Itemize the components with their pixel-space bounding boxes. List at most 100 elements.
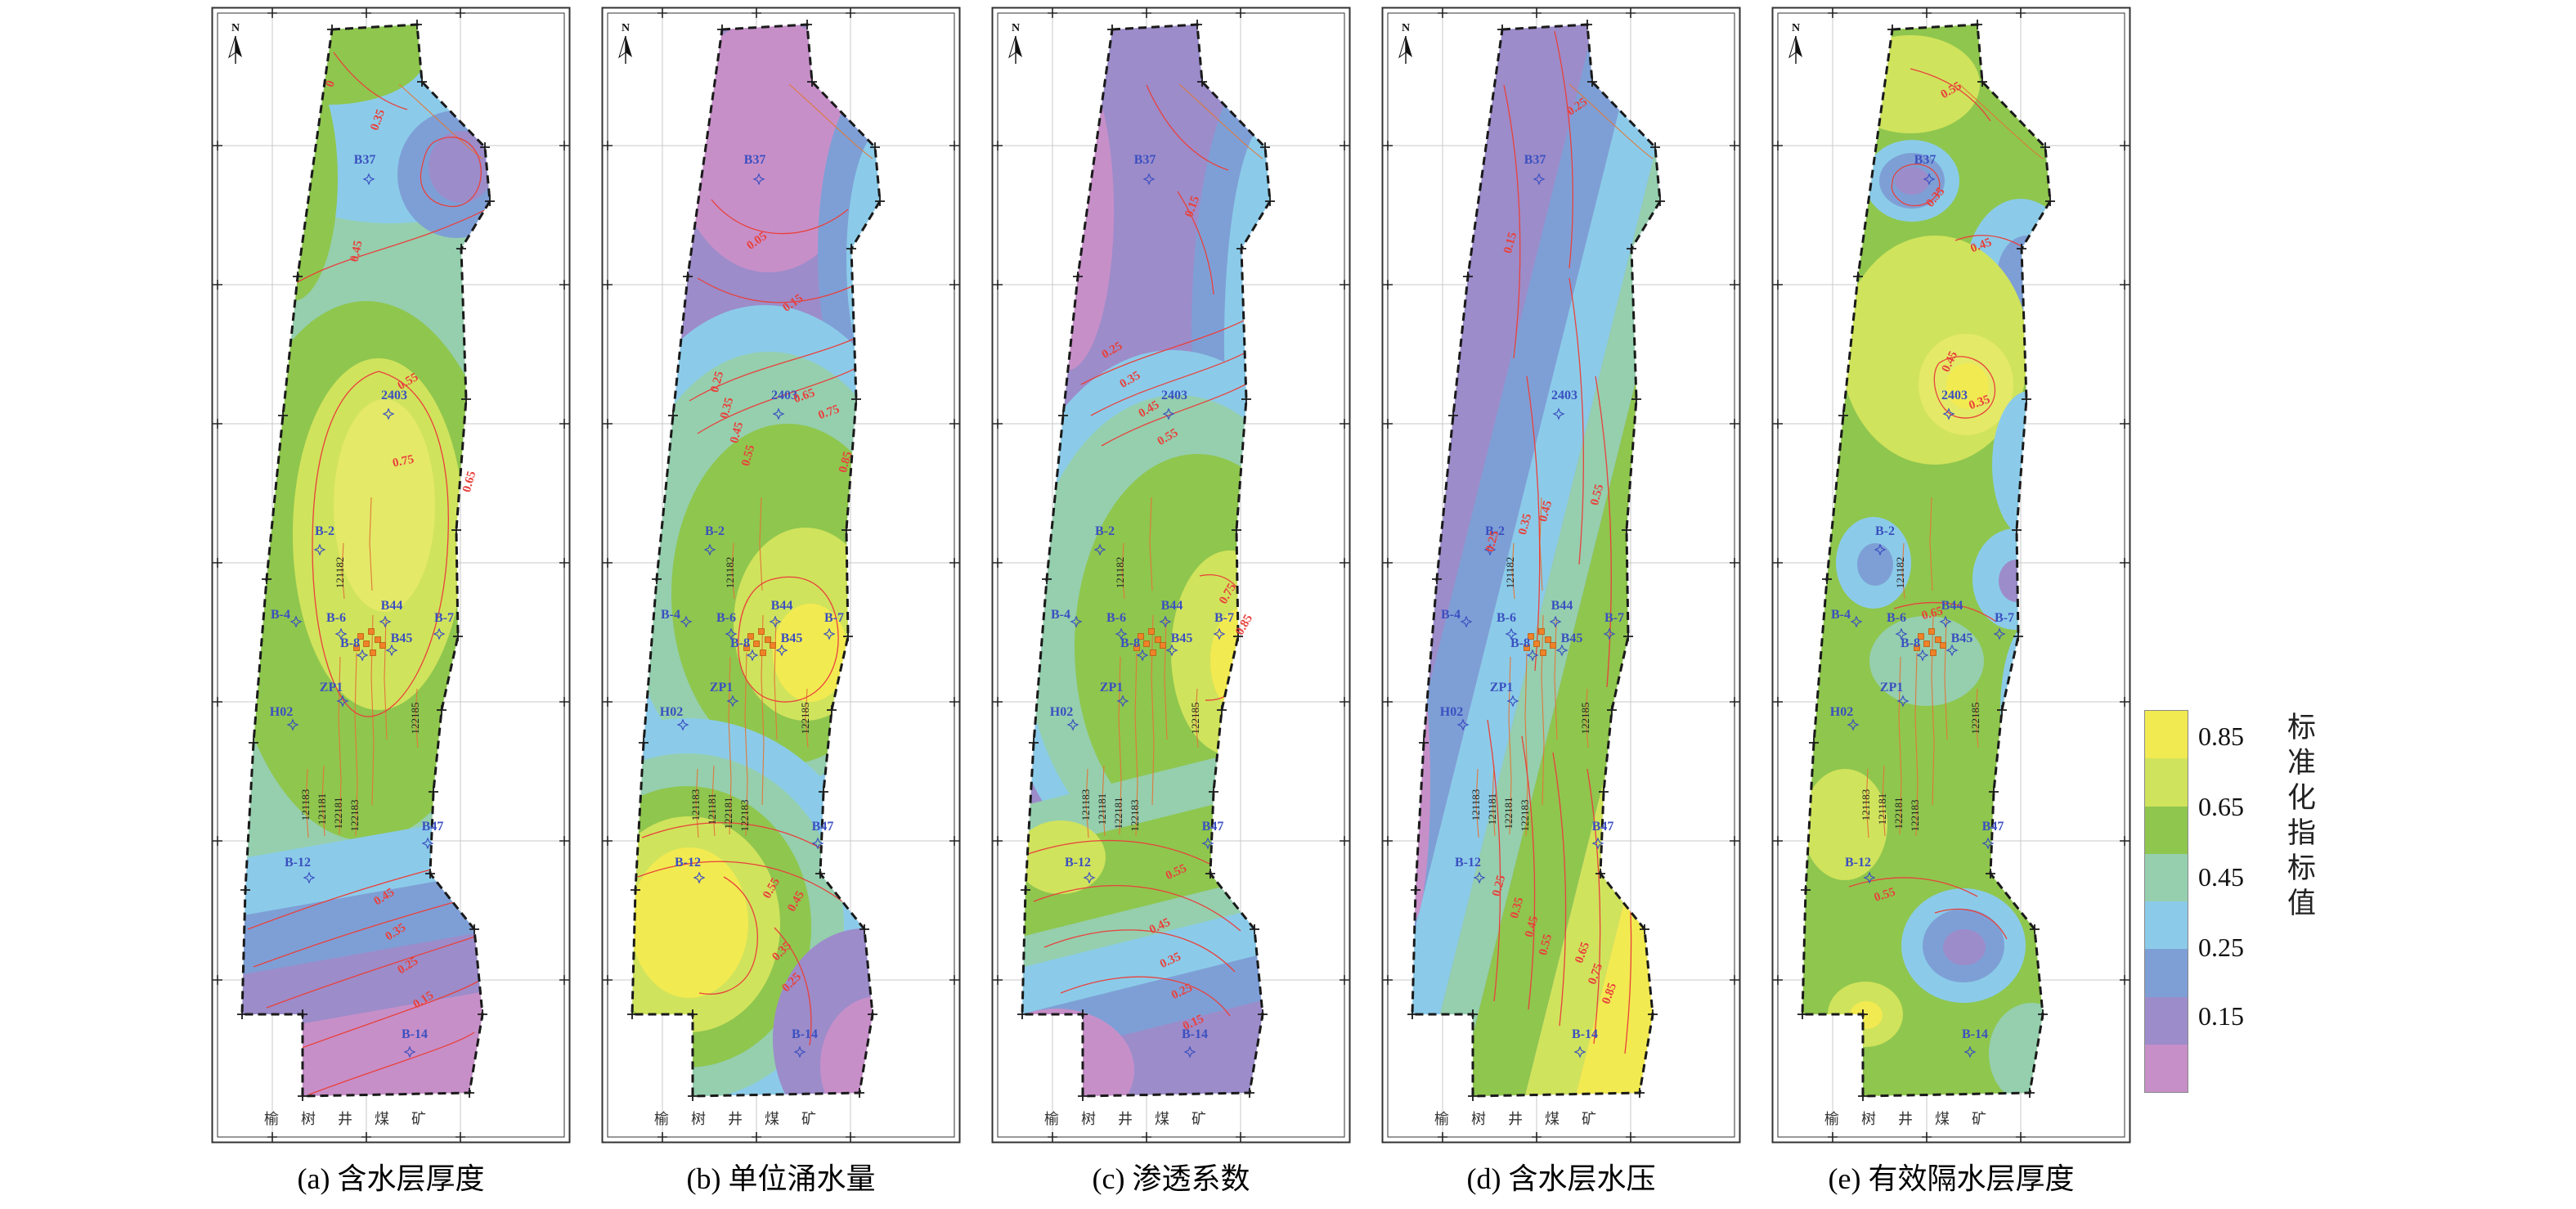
station-label: B-7: [1995, 611, 2014, 625]
map-frame-inner: [1777, 12, 2125, 1138]
station-label: H02: [270, 705, 293, 719]
survey-line-labels: 121182 122185 121183 121181 122181 122183: [1860, 557, 1981, 832]
contour-value-label: 0.55: [1537, 933, 1555, 956]
mine-name-char: 矿: [411, 1111, 426, 1127]
legend-color-band: [2145, 901, 2188, 950]
borehole-cluster: [353, 628, 386, 656]
survey-line-labels: 121182 122185 121183 121181 122181 122183: [1470, 557, 1591, 832]
survey-line-label: 122185: [1189, 703, 1201, 735]
contour-value-label: 0.65: [460, 470, 478, 493]
station-label: B-12: [1065, 856, 1091, 870]
frame-ticks: [213, 8, 569, 1142]
mine-name-char: 煤: [1155, 1111, 1169, 1127]
survey-line-label: 121181: [1096, 793, 1108, 825]
survey-line-label: 121182: [334, 557, 346, 589]
station-label: B-6: [1497, 611, 1516, 625]
station-label: 2403: [1551, 389, 1577, 402]
station-label: B-4: [271, 608, 290, 622]
map-frame-outer: [1381, 7, 1741, 1144]
mine-name-char: 井: [728, 1111, 743, 1127]
station-label: B-4: [1831, 608, 1851, 622]
frame-ticks: [993, 8, 1349, 1142]
borehole-cluster: [1133, 628, 1166, 656]
contour-value-label: 0.75: [392, 453, 415, 470]
survey-line-label: 122181: [722, 798, 734, 829]
station-label: B-2: [1485, 524, 1505, 538]
map-frame-inner: [997, 12, 1345, 1138]
legend-tick: 0.65: [2198, 792, 2244, 821]
station-label: H02: [1050, 705, 1073, 719]
boundary-survey-ticks: [237, 20, 495, 1101]
station-label: B-8: [1510, 636, 1530, 650]
station-label: B37: [744, 153, 766, 167]
station-label: B47: [812, 820, 834, 834]
station-label: B-12: [1845, 856, 1871, 870]
map-panel-b: N B37 2403 B-2 B-4 B-6 B44 B-7 B-8 B45 ZP1 H02 B47 B-…: [601, 7, 961, 1144]
map-frame-inner: [217, 12, 565, 1138]
station-label: B45: [1171, 631, 1193, 645]
station-label: B44: [381, 599, 403, 613]
map-frame-inner: [1387, 12, 1735, 1138]
legend-color-band: [2145, 949, 2188, 997]
caption-e: (e) 有效隔水层厚度: [1828, 1162, 2075, 1195]
station-label: B37: [1524, 153, 1546, 167]
mine-name-char: 井: [338, 1111, 352, 1127]
mine-name-char: 树: [691, 1111, 706, 1127]
station-label: B-4: [1051, 608, 1070, 622]
boundary-survey-ticks: [627, 20, 885, 1101]
station-label: B-14: [402, 1027, 428, 1041]
north-arrow: N: [1008, 22, 1022, 64]
mine-boundary: [1411, 23, 1662, 1098]
station-label: B37: [1134, 153, 1156, 167]
legend-tick: 0.15: [2198, 1001, 2244, 1031]
map-canvas-d: N B37 2403 B-2 B-4 B-6 B44 B-7 B-8 B45 ZP1 H02 B47 B-…: [1381, 7, 1741, 1144]
contour-value-label: 0.65: [1920, 604, 1944, 622]
mine-name-char: 树: [301, 1111, 316, 1127]
station-label: ZP1: [710, 681, 733, 694]
station-label: B-6: [1106, 611, 1126, 625]
station-label: B-2: [315, 524, 334, 538]
station-label: B-8: [1120, 636, 1140, 650]
mine-name-char: 榆: [1044, 1111, 1059, 1127]
station-label: B45: [1561, 631, 1583, 645]
station-label: B44: [1551, 599, 1573, 613]
station-label: B-14: [792, 1027, 818, 1041]
station-label: B-8: [340, 636, 360, 650]
mine-boundary: [1801, 23, 2052, 1098]
fault-lines: [1085, 83, 1263, 838]
map-canvas-a: N B37 2403 B-2 B-4 B-6 B44 B-7 B-8 B45 ZP1 H02 B47 B-…: [211, 7, 571, 1144]
survey-line-label: 121183: [299, 789, 312, 821]
station-label: B-14: [1962, 1027, 1988, 1041]
station-label: B-2: [1875, 524, 1895, 538]
north-arrow: N: [1398, 22, 1412, 64]
svg-text:N: N: [1792, 22, 1800, 34]
legend-colorbar: [2144, 710, 2188, 1093]
station-label: B-4: [661, 608, 680, 622]
stations: B37 2403 B-2 B-4 B-6 B44 B-7 B-8 B45 ZP1 H02 B47 B-1…: [270, 153, 454, 1058]
survey-line-label: 122183: [1519, 800, 1531, 832]
mine-name-char: 煤: [765, 1111, 779, 1127]
map-canvas-e: N B37 2403 B-2 B-4 B-6 B44 B-7 B-8 B45 ZP1 H02 B47 B-…: [1771, 7, 2131, 1144]
caption-b: (b) 单位涌水量: [686, 1162, 876, 1195]
map-frame-outer: [601, 7, 961, 1144]
legend-color-band: [2145, 996, 2188, 1045]
mine-name-char: 井: [1118, 1111, 1133, 1127]
station-label: B-14: [1572, 1027, 1598, 1041]
mine-name: 榆树井煤矿: [654, 1111, 816, 1127]
survey-line-label: 121183: [1860, 789, 1872, 821]
fault-lines: [305, 83, 483, 838]
station-label: B-14: [1182, 1027, 1208, 1041]
contour-value-label: 0.45: [1523, 915, 1541, 938]
station-label: B47: [422, 820, 444, 834]
station-label: B44: [1161, 599, 1183, 613]
frame-ticks: [1773, 8, 2129, 1142]
map-panel-c: N B37 2403 B-2 B-4 B-6 B44 B-7 B-8 B45 ZP1 H02 B47 B-…: [991, 7, 1351, 1144]
north-arrow: N: [228, 22, 242, 64]
survey-line-label: 122183: [1909, 800, 1921, 832]
contour-value-label: 0.55: [1588, 483, 1606, 506]
mine-name-char: 树: [1861, 1111, 1876, 1127]
contour-value-label: 0.45: [728, 420, 746, 444]
survey-line-label: 121183: [689, 789, 702, 821]
survey-line-label: 121182: [724, 557, 736, 589]
station-label: B37: [1914, 153, 1936, 167]
